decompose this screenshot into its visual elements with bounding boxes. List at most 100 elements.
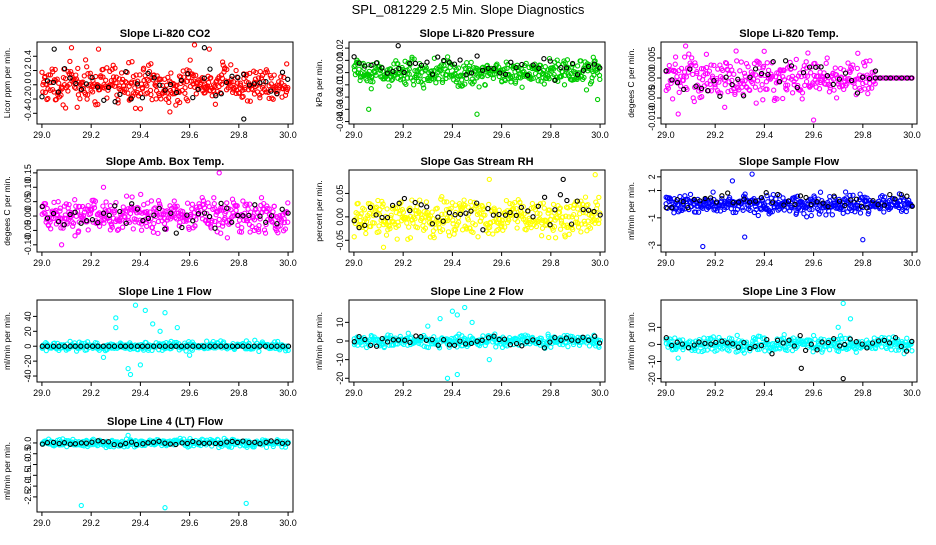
data-point (195, 208, 201, 214)
data-point (417, 197, 423, 203)
data-point (472, 222, 478, 228)
data-point (700, 243, 706, 250)
data-point (794, 193, 801, 199)
data-point (674, 197, 680, 203)
data-point (100, 74, 106, 80)
data-point (376, 229, 382, 235)
data-point (557, 205, 563, 211)
data-point (725, 190, 731, 196)
data-point (153, 80, 159, 86)
data-point (769, 199, 776, 205)
data-point (252, 439, 258, 445)
data-point (752, 66, 759, 72)
y-tick-label: 0 (335, 338, 345, 343)
x-tick-label: 29.8 (230, 258, 248, 268)
data-point (173, 343, 179, 349)
data-point (67, 75, 73, 81)
data-point (192, 223, 198, 229)
data-point (580, 206, 586, 213)
data-point (60, 102, 66, 108)
data-point (415, 78, 422, 85)
data-point (870, 198, 876, 204)
data-point (275, 230, 281, 236)
y-tick-label: 0.10 (23, 178, 33, 196)
data-point (433, 225, 439, 231)
data-point (89, 439, 95, 445)
data-point (789, 73, 796, 79)
data-point (698, 85, 705, 92)
data-point (168, 343, 174, 349)
data-point (139, 95, 146, 101)
data-point (148, 216, 154, 222)
x-tick-label: 29.8 (542, 388, 560, 398)
data-point (574, 198, 580, 204)
data-point (575, 224, 582, 230)
y-tick-label: 0 (23, 344, 33, 349)
data-point (843, 195, 850, 201)
data-point (734, 58, 740, 64)
data-point (810, 117, 817, 123)
x-tick-label: 29.0 (33, 518, 51, 528)
data-point (530, 62, 536, 68)
data-point (518, 204, 524, 211)
data-point (73, 80, 79, 87)
data-point (480, 206, 486, 213)
data-point (134, 206, 141, 212)
x-tick-label: 29.0 (657, 130, 675, 140)
data-point (148, 61, 154, 67)
x-tick-label: 30.0 (903, 258, 921, 268)
data-point (443, 206, 450, 213)
x-tick-label: 29.8 (542, 258, 560, 268)
data-point (866, 85, 872, 91)
data-point (519, 61, 525, 68)
data-point (823, 60, 829, 66)
data-point (462, 65, 469, 71)
data-point (111, 343, 118, 349)
data-point (665, 85, 671, 91)
data-point (736, 87, 742, 93)
chart-title: Slope Gas Stream RH (420, 156, 533, 168)
data-point (585, 63, 592, 70)
data-point (454, 371, 460, 378)
chart-panel: Slope Line 3 Flow 29.0 29.2 29.4 29.6 29.8 30.… (624, 280, 936, 415)
data-point (430, 216, 436, 222)
data-point (528, 75, 534, 81)
data-point (100, 438, 106, 445)
data-point (594, 96, 601, 103)
data-point (886, 340, 893, 346)
data-point (442, 211, 448, 217)
y-axis-label: degees C per min. (626, 48, 636, 117)
x-tick-label: 29.2 (706, 130, 724, 140)
data-point (528, 224, 534, 231)
plot-frame (660, 299, 918, 383)
data-point (497, 70, 503, 76)
y-tick-label: 0.0 (23, 437, 33, 450)
data-point (482, 212, 488, 218)
data-point (835, 348, 842, 355)
data-point (570, 226, 576, 233)
data-point (132, 105, 139, 111)
data-point (55, 199, 61, 205)
data-point (898, 343, 904, 350)
data-point (108, 77, 115, 84)
data-point (547, 58, 553, 64)
data-point (184, 212, 190, 218)
points-group (663, 43, 915, 123)
data-point (722, 204, 728, 210)
data-point (118, 70, 125, 76)
data-point (219, 223, 226, 229)
data-point (363, 72, 370, 78)
data-point (860, 74, 866, 80)
data-point (440, 71, 446, 77)
data-point (831, 193, 837, 199)
data-point (892, 196, 898, 202)
x-tick-label: 29.6 (493, 388, 511, 398)
data-point (883, 345, 890, 352)
y-tick-label: 0.05 (335, 185, 345, 203)
data-point (738, 59, 744, 65)
data-point (562, 234, 568, 240)
data-point (162, 87, 168, 93)
data-point (421, 85, 427, 91)
data-point (42, 201, 49, 207)
